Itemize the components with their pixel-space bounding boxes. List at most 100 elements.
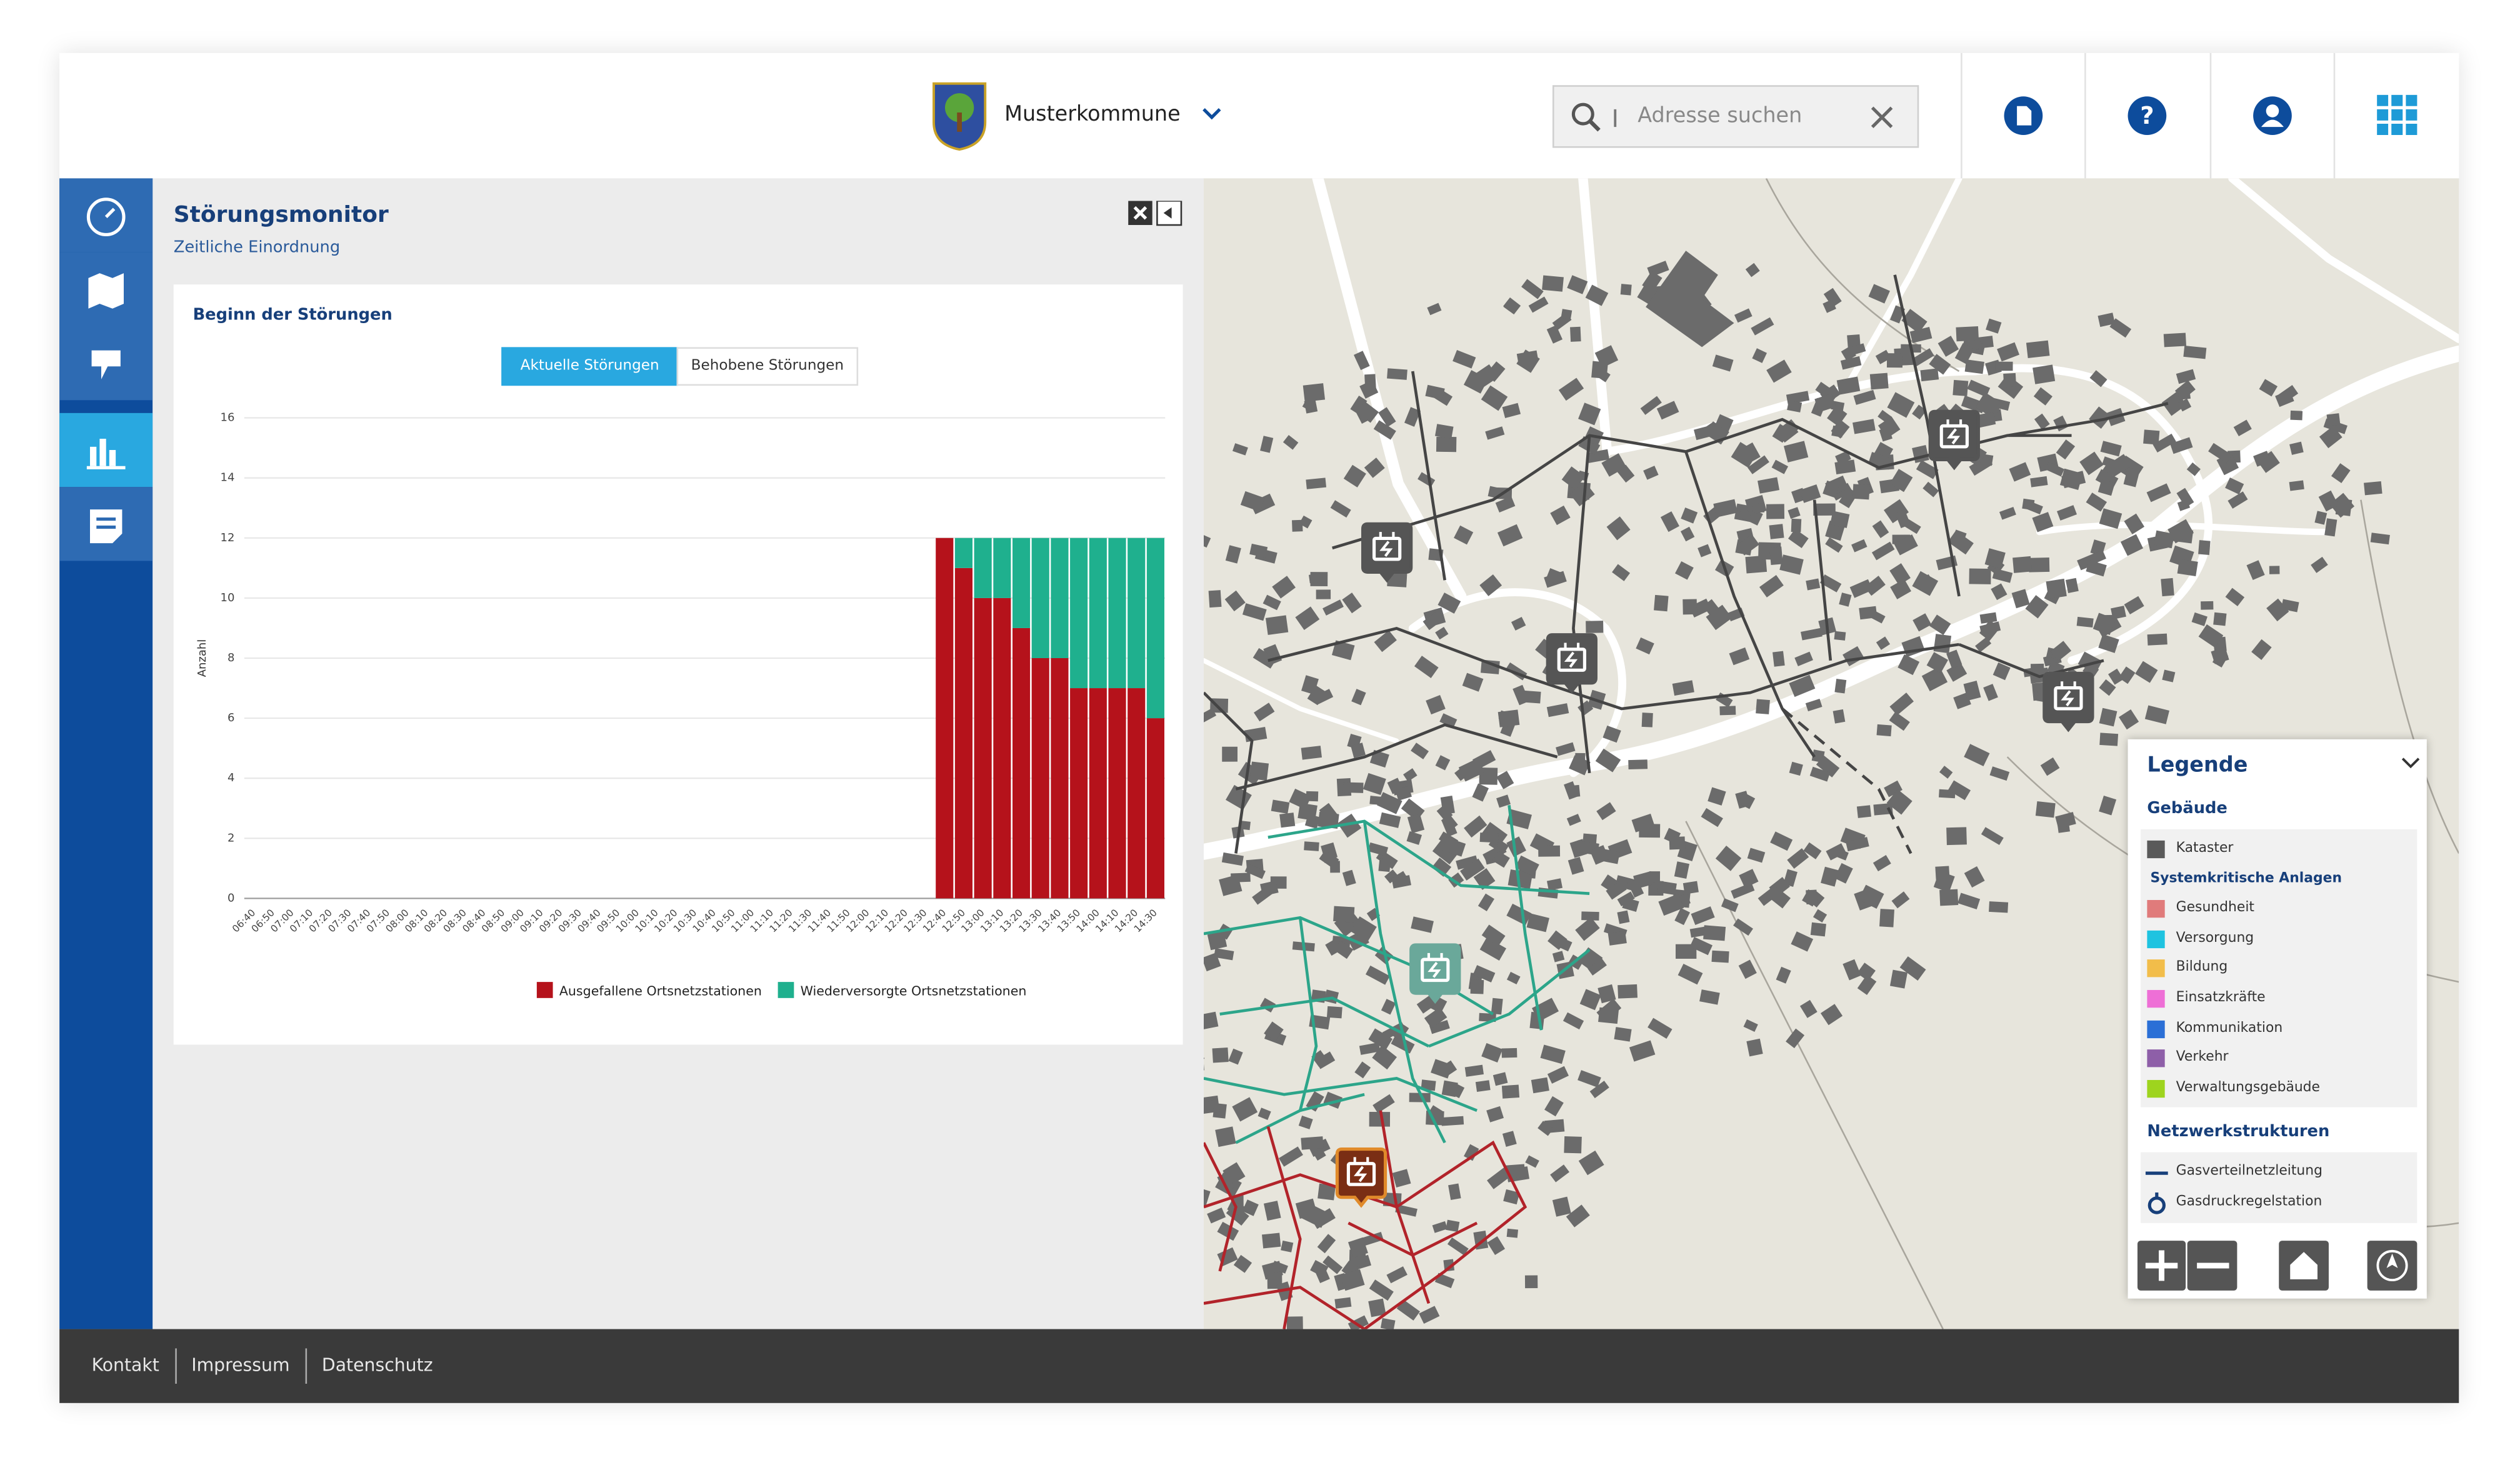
panel-controls[interactable] [1128, 201, 1182, 226]
building [1306, 791, 1319, 802]
building [1846, 837, 1869, 852]
building [1496, 794, 1511, 808]
building [1569, 481, 1595, 507]
building [1542, 275, 1564, 292]
building [1743, 1019, 1758, 1032]
building [1475, 1080, 1491, 1092]
building [1322, 599, 1344, 616]
building [1618, 984, 1638, 999]
building [2201, 601, 2214, 610]
building [1424, 1007, 1448, 1029]
building [1617, 910, 1630, 924]
building [1601, 453, 1627, 477]
clear-search[interactable] [1869, 104, 1895, 130]
building [1747, 848, 1766, 863]
building [2056, 505, 2078, 521]
building [1706, 604, 1732, 631]
footer-link[interactable]: Impressum [191, 1354, 290, 1376]
station-marker[interactable] [2042, 671, 2094, 732]
bar-segment [1146, 718, 1164, 899]
footer-link[interactable]: Kontakt [91, 1354, 159, 1376]
building [1876, 724, 1892, 737]
building [2314, 511, 2328, 525]
dropdown-chevron[interactable] [1201, 106, 1223, 122]
building [1734, 308, 1752, 323]
building [1318, 1183, 1336, 1201]
building [1439, 713, 1458, 728]
nav-reports[interactable] [59, 326, 153, 401]
station-marker[interactable] [1928, 409, 1980, 471]
legend-swatch [2147, 1049, 2165, 1068]
building [1350, 916, 1377, 942]
building [1464, 1064, 1484, 1077]
building [1834, 631, 1846, 641]
building [1776, 966, 1791, 984]
building [1368, 1028, 1393, 1050]
zoom-out[interactable] [2187, 1241, 2238, 1291]
legend-item: Verkehr [2176, 1049, 2229, 1066]
legend-label: Wiederversorgte Ortsnetzstationen [801, 984, 1027, 999]
nav-notes[interactable] [59, 487, 153, 561]
building [1432, 1221, 1448, 1233]
building [1501, 1084, 1520, 1099]
building [1242, 1199, 1259, 1216]
building [1786, 1028, 1805, 1049]
nav-dashboard[interactable] [59, 178, 153, 252]
y-tick-label: 8 [228, 651, 234, 664]
building [1963, 681, 1981, 701]
y-tick-label: 6 [228, 711, 234, 724]
building [1648, 1018, 1672, 1039]
building [1736, 534, 1759, 556]
building [1746, 1038, 1763, 1057]
building [1387, 368, 1408, 380]
help-button[interactable]: ? [2084, 52, 2210, 179]
tab[interactable]: Behobene Störungen [676, 347, 859, 386]
user-button[interactable] [2209, 52, 2336, 179]
building [1675, 561, 1694, 580]
station-icon [2148, 1192, 2166, 1214]
building [1373, 420, 1396, 440]
building [1391, 1034, 1415, 1054]
building [2152, 433, 2176, 452]
building [1448, 1183, 1461, 1201]
document-button[interactable] [1961, 52, 2086, 179]
nav-map[interactable] [59, 252, 153, 326]
building [2040, 757, 2060, 776]
building [1502, 402, 1521, 418]
building [1409, 1092, 1431, 1102]
building [2012, 556, 2032, 573]
building [1207, 1208, 1226, 1224]
building [1674, 861, 1690, 879]
map-legend: Legende Gebäude Kataster Systemkritische A… [2128, 739, 2427, 1299]
building [1506, 836, 1526, 858]
apps-button[interactable] [2333, 52, 2459, 179]
station-marker[interactable] [1546, 633, 1598, 694]
bar-segment [954, 568, 973, 899]
building [1531, 1077, 1549, 1094]
building [1215, 1126, 1236, 1148]
tab-active[interactable]: Aktuelle Störungen [501, 347, 679, 386]
building [1887, 392, 1915, 418]
building [1438, 592, 1461, 614]
home[interactable] [2279, 1241, 2329, 1291]
building [1225, 545, 1241, 564]
station-marker[interactable] [1409, 943, 1461, 1004]
search-box[interactable]: Adresse suchen [1552, 85, 1919, 148]
nav-statistics-active[interactable] [59, 412, 153, 488]
building [2211, 647, 2229, 664]
building [1262, 1232, 1281, 1249]
footer-link[interactable]: Datenschutz [321, 1354, 433, 1376]
building [1452, 349, 1476, 369]
building [1391, 875, 1411, 889]
building [1575, 917, 1600, 941]
municipality-name[interactable]: Musterkommune [1004, 102, 1181, 128]
legend-collapse[interactable] [2401, 756, 2421, 772]
footer-separator [175, 1348, 178, 1384]
building [1822, 480, 1839, 498]
zoom-in[interactable] [2137, 1241, 2186, 1291]
compass[interactable] [2367, 1241, 2418, 1291]
building [1946, 827, 1967, 846]
station-marker[interactable] [1335, 1147, 1388, 1208]
station-marker[interactable] [1361, 522, 1413, 583]
